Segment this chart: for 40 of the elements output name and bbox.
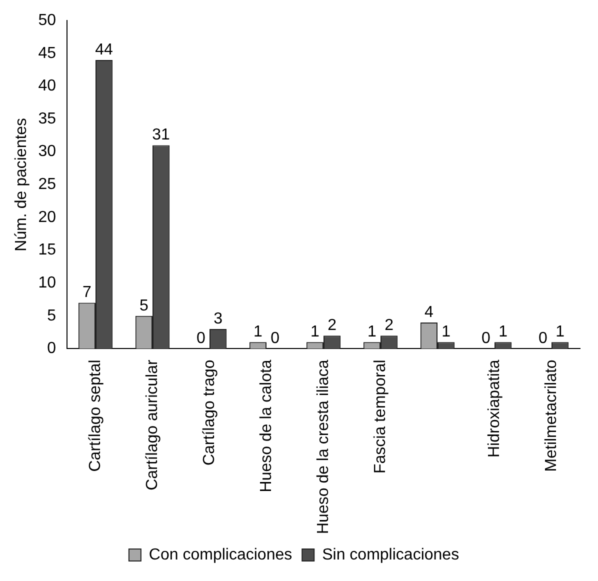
y-tick-label: 15	[38, 242, 56, 259]
data-label: 0	[481, 330, 490, 348]
data-label: 0	[538, 330, 548, 348]
y-axis-title: Núm. de pacientes	[13, 118, 30, 252]
x-tick-label: Cartílago septal	[86, 360, 104, 472]
data-label: 5	[139, 297, 148, 314]
data-label: 1	[367, 324, 376, 341]
data-label: 4	[424, 304, 434, 321]
data-label: 1	[253, 324, 262, 341]
y-tick-label: 25	[38, 176, 56, 194]
legend-label: Con complicaciones	[148, 546, 292, 564]
x-tick-label: Metilmetacrilato	[542, 360, 560, 472]
data-label: 7	[82, 284, 92, 302]
y-tick-label: 10	[38, 274, 56, 292]
data-label: 0	[196, 330, 206, 348]
data-label: 2	[384, 316, 394, 334]
x-tick-label: Fascia temporal	[372, 360, 389, 474]
y-tick-label: 35	[38, 110, 56, 128]
y-tick-label: 5	[47, 307, 56, 324]
y-tick-label: 40	[38, 78, 56, 95]
data-label: 0	[270, 330, 280, 348]
data-label: 31	[152, 126, 170, 144]
y-tick-label: 30	[38, 143, 56, 160]
y-tick-label: 50	[38, 12, 56, 30]
data-label: 1	[498, 324, 508, 341]
y-tick-label: 45	[38, 44, 56, 62]
x-tick-label: Cartílago auricular	[144, 359, 161, 490]
x-tick-label: Hueso de la cresta iliaca	[314, 360, 332, 534]
data-label: 1	[442, 324, 451, 341]
y-tick-label: 20	[38, 208, 56, 226]
x-tick-label: Hidroxiapatita	[486, 360, 503, 458]
data-label: 44	[95, 41, 114, 58]
data-label: 3	[214, 310, 223, 328]
data-label: 1	[310, 324, 320, 341]
x-tick-label: Hueso de la calota	[258, 360, 275, 492]
y-tick-label: 0	[47, 340, 56, 358]
legend-label: Sin complicaciones	[322, 546, 460, 564]
data-label: 1	[556, 324, 565, 341]
x-tick-label: Cartílago trago	[200, 360, 218, 466]
data-label: 2	[328, 316, 337, 334]
